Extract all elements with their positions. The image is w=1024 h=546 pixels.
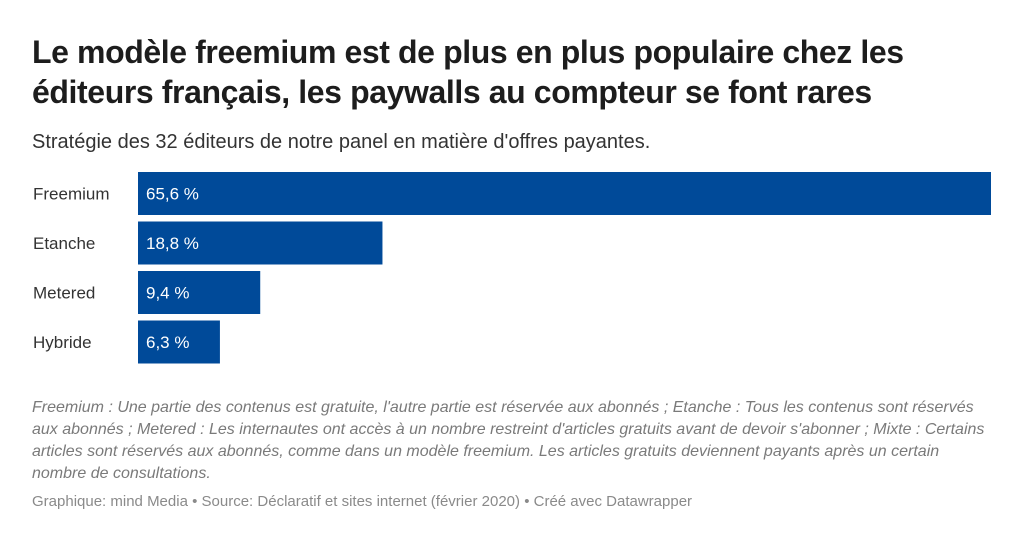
bar [138,221,383,265]
bar [138,271,261,314]
value-label: 6,3 % [146,333,189,352]
value-label: 65,6 % [146,185,199,204]
value-label: 9,4 % [146,284,189,303]
value-label: 18,8 % [146,234,199,253]
bar [138,172,991,215]
footer-separator: • [192,493,198,510]
footer-graphic-credit: Graphique: mind Media [32,493,188,510]
category-label: Hybride [33,333,92,352]
category-label: Metered [33,284,95,303]
chart-subtitle: Stratégie des 32 éditeurs de notre panel… [32,131,651,153]
category-label: Etanche [33,234,95,253]
footer-separator: • [524,493,530,510]
footer-source: Source: Déclaratif et sites internet (fé… [201,493,521,510]
chart-title: Le modèle freemium est de plus en plus p… [32,34,904,110]
bar [138,320,220,364]
footer-created-with: Créé avec Datawrapper [533,493,693,510]
category-label: Freemium [33,185,110,204]
chart-footer: Graphique: mind Media • Source: Déclarat… [32,492,992,512]
chart-notes: Freemium : Une partie des contenus est g… [32,399,985,482]
